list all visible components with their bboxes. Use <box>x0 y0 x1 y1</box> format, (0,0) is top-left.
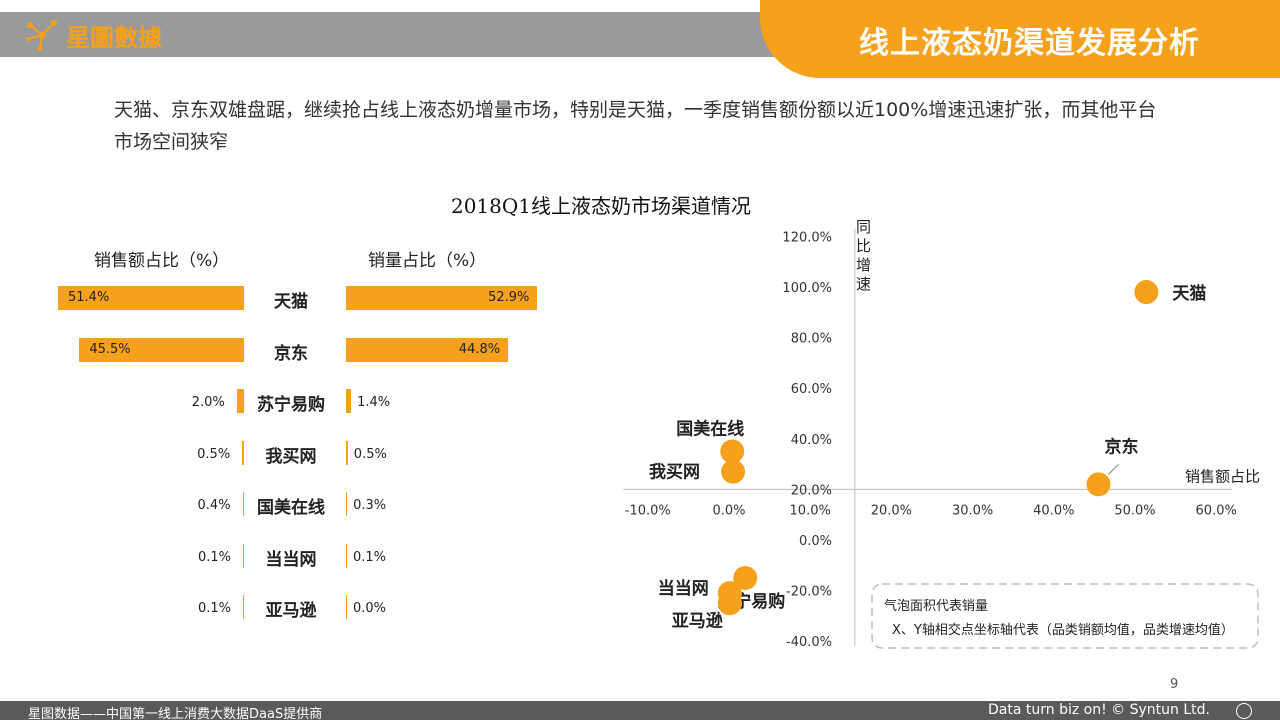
y-tick-label: 120.0% <box>782 230 832 245</box>
sales-share-value: 2.0% <box>191 395 225 410</box>
y-axis-label: 速 <box>856 275 871 293</box>
sales-share-bar <box>243 595 244 619</box>
sales-share-value: 0.4% <box>197 498 231 513</box>
y-tick-label: 60.0% <box>791 382 832 397</box>
volume-share-bar <box>346 440 348 465</box>
volume-share-value: 0.0% <box>353 601 387 616</box>
sales-share-header: 销售额占比（%） <box>94 251 230 271</box>
bubble-label: 亚马逊 <box>672 611 723 631</box>
x-tick-label: 50.0% <box>1114 503 1155 518</box>
intro-text: 天猫、京东双雄盘踞，继续抢占线上液态奶增量市场，特别是天猫，一季度销售额份额以近… <box>114 99 1157 153</box>
category-label: 苏宁易购 <box>257 395 325 415</box>
bubble-label: 当当网 <box>658 578 709 599</box>
y-axis-label: 增 <box>856 256 871 274</box>
bubble-label: 天猫 <box>1172 283 1206 304</box>
footer-circle-icon <box>1236 703 1252 719</box>
y-tick-label: 20.0% <box>791 483 832 498</box>
bubble-label: 京东 <box>1104 436 1138 457</box>
legend-line: 气泡面积代表销量 <box>884 598 988 614</box>
logo-text: 星圖數據 <box>66 23 162 52</box>
y-axis-label: 同 <box>856 218 871 236</box>
bubble-label: 国美在线 <box>676 418 744 439</box>
y-tick-label: 0.0% <box>799 534 832 549</box>
bubble <box>717 581 742 606</box>
volume-share-header: 销量占比（%） <box>368 251 487 271</box>
volume-share-value: 0.3% <box>353 498 387 513</box>
y-axis-label: 比 <box>856 237 871 255</box>
sales-share-bar <box>242 492 244 516</box>
sales-share-bar <box>236 389 244 413</box>
sales-share-value: 0.1% <box>197 601 231 616</box>
footer-tagline: 星图数据——中国第一线上消费大数据DaaS提供商 <box>28 707 323 722</box>
logo: 星圖數據 <box>26 18 162 52</box>
header-bar <box>0 12 840 57</box>
y-tick-label: 100.0% <box>782 281 832 296</box>
x-axis-label: 销售额占比 <box>1185 467 1260 485</box>
volume-share-bar <box>346 543 347 568</box>
volume-share-value: 52.9% <box>488 290 530 305</box>
category-label: 亚马逊 <box>265 601 317 621</box>
y-tick-label: 80.0% <box>791 332 832 347</box>
sales-share-bar <box>243 543 244 568</box>
sales-share-value: 51.4% <box>68 290 110 305</box>
volume-share-bar <box>346 337 509 362</box>
bubble <box>717 591 742 616</box>
logo-icon <box>26 20 57 51</box>
footer: 星图数据——中国第一线上消费大数据DaaS提供商 Data turn biz o… <box>0 701 1280 722</box>
volume-share-value: 1.4% <box>357 395 391 410</box>
category-label: 国美在线 <box>257 498 325 518</box>
x-tick-label: 10.0% <box>790 503 831 518</box>
bubble <box>1086 472 1111 497</box>
x-tick-label: -10.0% <box>625 503 671 518</box>
footer-copyright: Data turn biz on! © Syntun Ltd. <box>988 702 1210 718</box>
bubble <box>721 459 746 484</box>
volume-share-value: 44.8% <box>458 341 501 357</box>
sales-share-value: 45.5% <box>89 341 131 357</box>
x-tick-label: 20.0% <box>871 503 912 518</box>
page-title: 线上液态奶渠道发展分析 <box>859 26 1200 61</box>
legend-line: X、Y轴相交点坐标轴代表（品类销额均值，品类增速均值） <box>892 622 1234 638</box>
bubble <box>1134 280 1159 305</box>
page-number: 9 <box>1170 677 1179 692</box>
x-tick-label: 40.0% <box>1033 503 1074 518</box>
y-tick-label: -40.0% <box>786 635 832 650</box>
volume-share-value: 0.5% <box>353 446 387 462</box>
category-label: 当当网 <box>265 549 317 570</box>
volume-share-bar <box>346 595 347 619</box>
category-label: 天猫 <box>274 292 308 312</box>
volume-share-value: 0.1% <box>353 549 387 565</box>
y-tick-label: -20.0% <box>786 585 832 600</box>
sales-share-value: 0.1% <box>197 549 231 565</box>
x-tick-label: 30.0% <box>952 503 993 518</box>
volume-share-bar <box>346 492 348 516</box>
bubble <box>720 439 745 464</box>
bubble-label: 我买网 <box>649 463 700 483</box>
bubble <box>733 565 758 590</box>
sales-share-bar <box>242 440 244 465</box>
y-tick-label: 40.0% <box>791 433 832 448</box>
x-tick-label: 0.0% <box>712 503 745 518</box>
category-label: 京东 <box>274 343 308 364</box>
legend-box <box>871 583 1259 649</box>
sales-share-bar <box>79 337 244 362</box>
sales-share-bar <box>58 286 244 310</box>
volume-share-bar <box>346 389 352 413</box>
category-label: 我买网 <box>265 446 317 467</box>
volume-share-bar <box>346 286 538 310</box>
leader-line <box>1108 463 1119 475</box>
chart-title: 2018Q1线上液态奶市场渠道情况 <box>450 194 752 218</box>
sales-share-value: 0.5% <box>197 446 231 462</box>
title-block: 线上液态奶渠道发展分析 <box>760 0 1280 78</box>
bubble-label: 苏宁易购 <box>717 591 785 612</box>
x-tick-label: 60.0% <box>1196 503 1237 518</box>
